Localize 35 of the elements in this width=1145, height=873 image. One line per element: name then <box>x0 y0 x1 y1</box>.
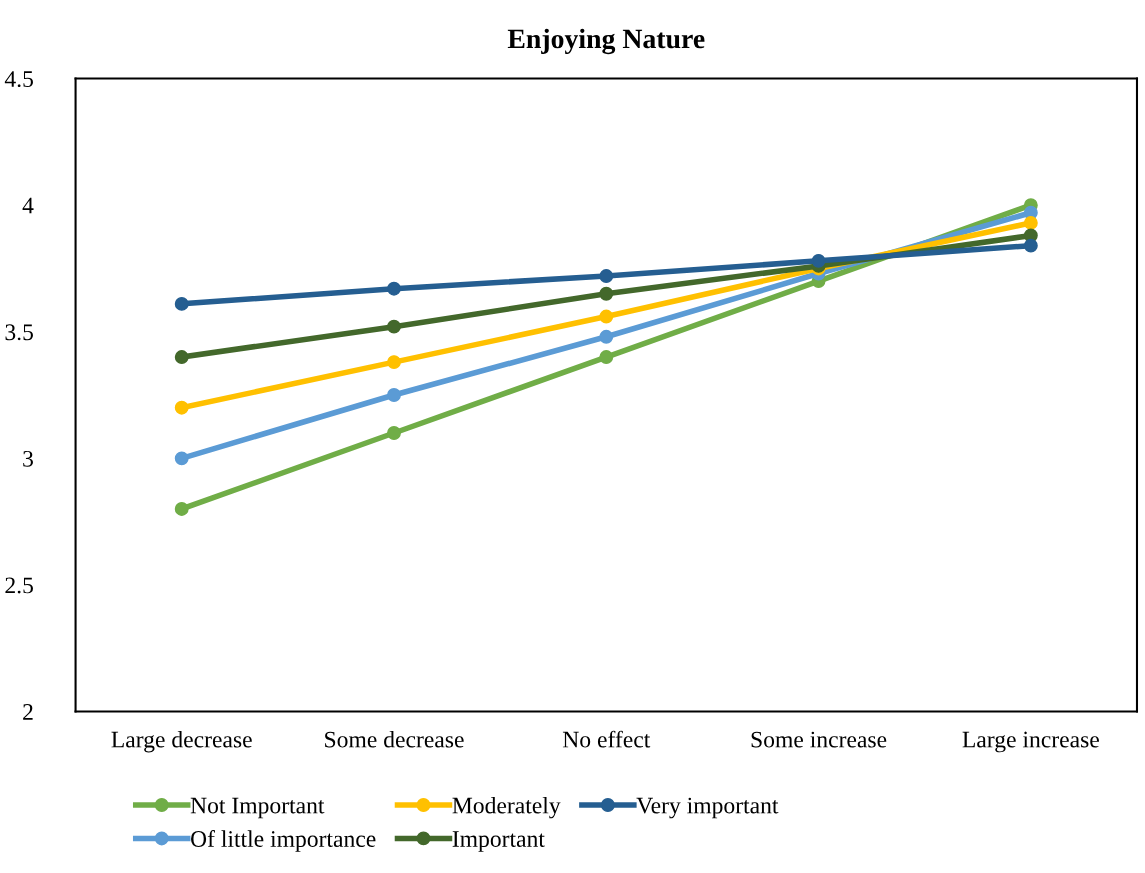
point <box>174 451 189 466</box>
point <box>387 319 401 334</box>
legend-label: Important <box>452 831 545 852</box>
y-tick-label: 3.5 <box>5 324 33 341</box>
point <box>174 350 189 365</box>
y-tick-label: 3 <box>23 450 33 467</box>
x-tick-label: No effect <box>562 730 651 748</box>
point <box>174 400 189 415</box>
legend-label: Very important <box>636 797 779 819</box>
point <box>599 329 614 344</box>
point <box>387 355 401 370</box>
y-tick-label: 4 <box>22 197 34 214</box>
y-tick-label: 2 <box>23 704 33 720</box>
y-tick-label: 4.5 <box>4 71 33 88</box>
point <box>1023 238 1038 253</box>
point <box>174 502 189 516</box>
x-tick-label: Some decrease <box>325 730 464 748</box>
point <box>811 253 826 268</box>
point <box>599 286 614 301</box>
x-tick-label: Some increase <box>751 731 887 748</box>
x-tick-label: Large increase <box>962 731 1099 753</box>
legend-label: Moderately <box>452 796 561 819</box>
legend-label: Of little importance <box>191 830 376 852</box>
legend-label: Not Important <box>190 797 325 819</box>
point <box>387 426 401 440</box>
point <box>387 388 401 402</box>
point <box>174 296 189 311</box>
y-tick-label: 2.5 <box>5 577 33 594</box>
point <box>599 269 614 283</box>
point <box>599 309 614 324</box>
point <box>387 281 401 296</box>
x-tick-label: Large decrease <box>111 730 252 753</box>
point <box>599 350 614 365</box>
point <box>1023 215 1038 230</box>
chart-title: Enjoying Nature <box>507 28 705 55</box>
